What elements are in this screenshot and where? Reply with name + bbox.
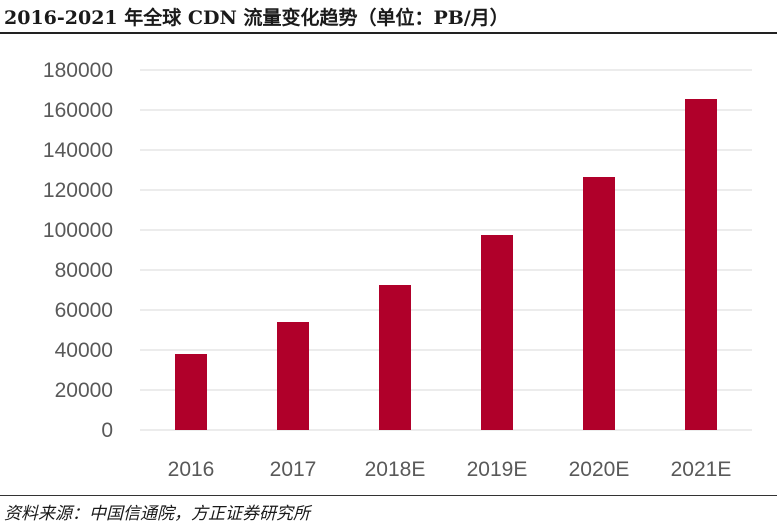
x-tick-label: 2016 [168,458,215,481]
source-divider [0,495,777,496]
bar-2019E [481,235,513,430]
x-tick-label: 2019E [467,458,528,481]
x-axis-ticks: 2016 2017 2018E 2019E 2020E 2021E [168,458,732,481]
source-note: 资料来源：中国信通院，方正证券研究所 [4,504,310,524]
bar-2020E [583,177,615,430]
y-tick-label: 80000 [55,259,113,282]
bar-2016 [175,354,207,430]
x-tick-label: 2021E [671,458,732,481]
bar-2021E [685,99,717,430]
bars [175,99,717,430]
x-tick-label: 2020E [569,458,630,481]
chart-title: 2016-2021 年全球 CDN 流量变化趋势（单位：PB/月） [4,7,509,29]
bar-chart: 0 20000 40000 60000 80000 100000 120000 140000 1… [43,59,752,481]
y-tick-label: 0 [101,419,113,442]
y-tick-label: 40000 [55,339,113,362]
y-tick-label: 60000 [55,299,113,322]
y-tick-label: 20000 [55,379,113,402]
gridlines [140,69,752,431]
x-tick-label: 2017 [270,458,317,481]
y-tick-label: 100000 [43,219,113,242]
y-tick-label: 160000 [43,99,113,122]
title-divider [0,32,777,34]
x-tick-label: 2018E [365,458,426,481]
bar-2017 [277,322,309,430]
y-tick-label: 180000 [43,59,113,82]
y-axis-ticks: 0 20000 40000 60000 80000 100000 120000 140000 1… [43,59,113,442]
y-tick-label: 140000 [43,139,113,162]
bar-2018E [379,285,411,430]
y-tick-label: 120000 [43,179,113,202]
